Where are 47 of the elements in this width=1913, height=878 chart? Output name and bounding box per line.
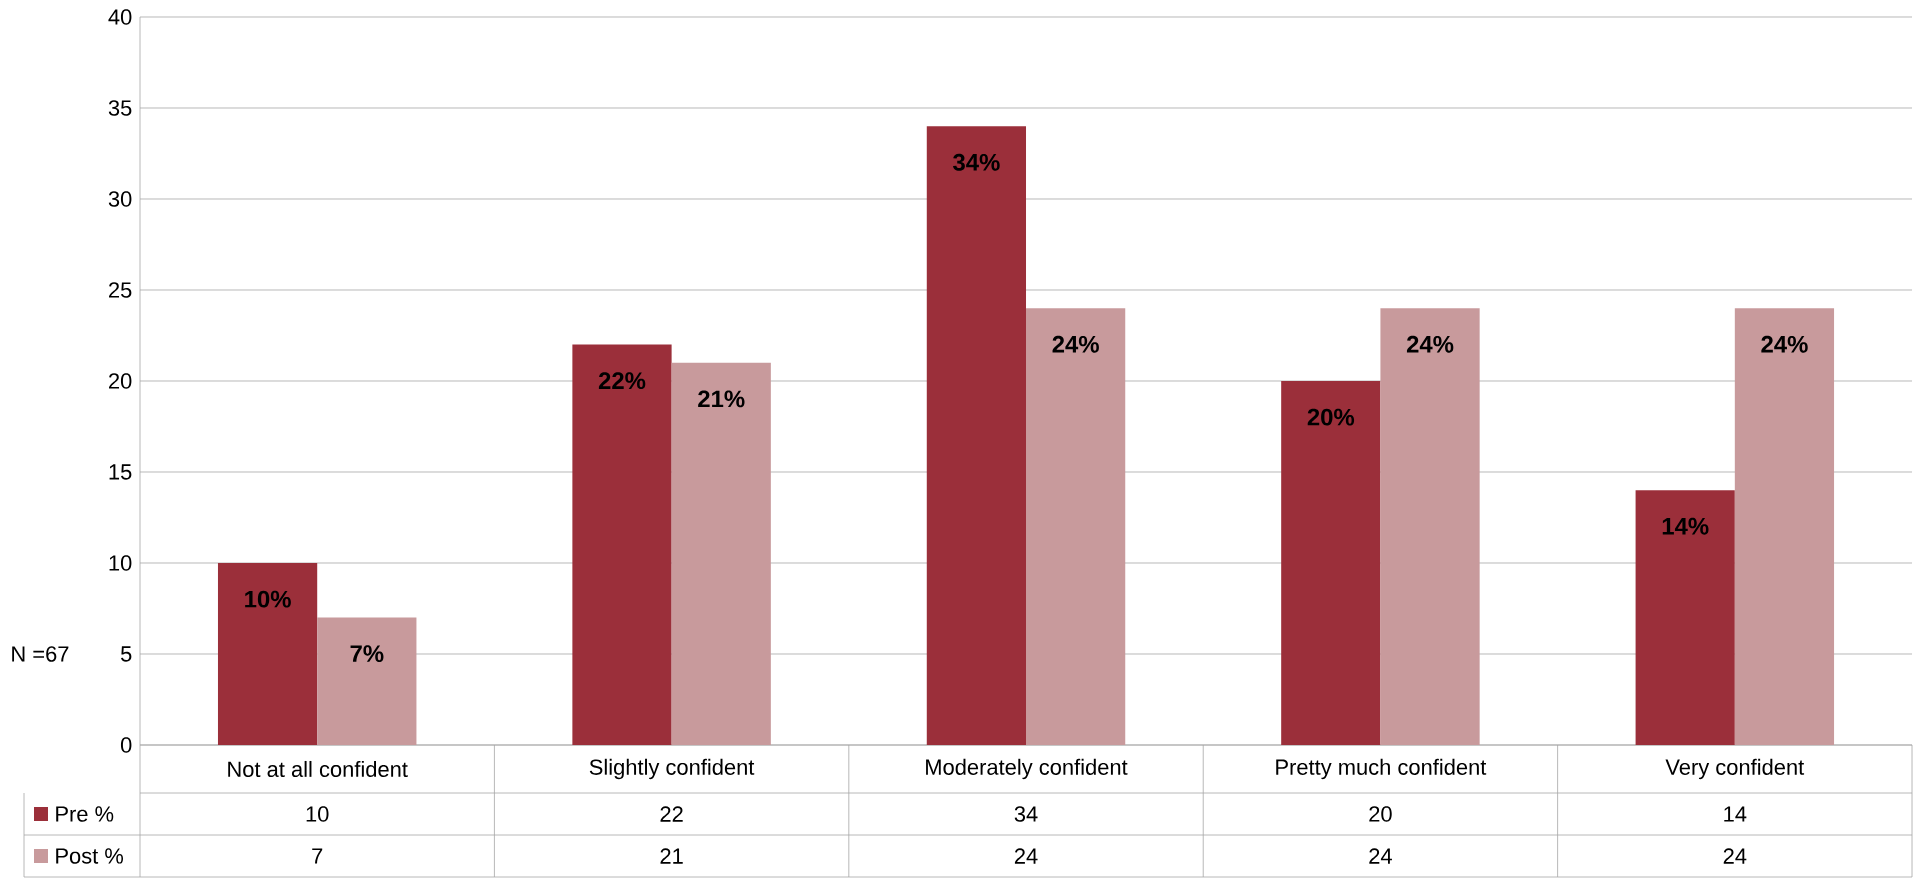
legend-label: Pre %: [56, 806, 114, 822]
bar: [926, 126, 1027, 745]
bar: [1734, 308, 1835, 745]
bar: [1635, 490, 1735, 745]
x-tick-label: Not at all confident: [228, 760, 408, 778]
bar: [671, 362, 771, 745]
annotation: 20%: [1307, 408, 1355, 426]
y-tick-label: 30: [108, 191, 132, 207]
data-label: 10: [306, 806, 329, 822]
y-tick-label: 35: [108, 100, 132, 116]
y-tick-label: 10: [109, 555, 132, 571]
x-tick-label: Very confident: [1665, 758, 1805, 780]
text: N =67: [12, 646, 69, 662]
y-tick-label: 20: [109, 373, 132, 389]
data-label: 34: [1014, 806, 1038, 822]
bar: [217, 562, 318, 745]
annotation: 7%: [350, 645, 384, 663]
annotation: 24%: [1406, 335, 1454, 353]
data-label: 24: [1369, 848, 1392, 864]
data-label: 20: [1369, 806, 1392, 822]
data-label: 24: [1723, 848, 1747, 864]
annotation: 14%: [1662, 517, 1709, 535]
y-tick-label: 40: [108, 9, 132, 25]
legend-label: Post %: [56, 848, 124, 864]
bar: [317, 617, 417, 745]
bar: [1026, 308, 1126, 745]
annotation: 21%: [698, 390, 745, 408]
y-tick-label: 5: [120, 646, 132, 662]
bar: [1281, 380, 1381, 745]
x-tick-label: Pretty much confident: [1276, 758, 1487, 780]
data-label: 22: [660, 806, 683, 822]
bar: [1380, 308, 1480, 745]
x-tick-label: Moderately confident: [926, 758, 1128, 780]
annotation: 34%: [953, 153, 1000, 171]
y-tick-label: 15: [109, 464, 132, 480]
annotation: 24%: [1761, 335, 1808, 353]
bar: [572, 344, 672, 745]
x-tick-label: Slightly confident: [589, 758, 755, 780]
annotation: 22%: [598, 372, 646, 390]
annotation: 10%: [245, 590, 291, 608]
data-label: 7: [312, 848, 323, 864]
data-label: 21: [660, 848, 683, 864]
data-label: 24: [1014, 848, 1038, 864]
annotation: 24%: [1052, 335, 1099, 353]
y-tick-label: 25: [109, 282, 132, 298]
y-tick-label: 0: [120, 737, 132, 753]
data-label: 14: [1724, 806, 1747, 822]
